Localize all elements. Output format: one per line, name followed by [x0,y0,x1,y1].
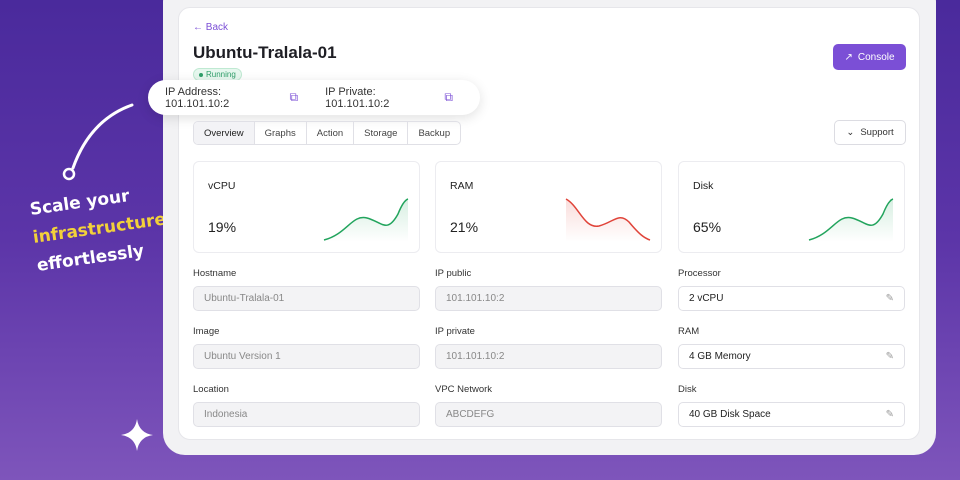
decorative-arrow-curve [62,103,134,181]
tab-overview[interactable]: Overview [194,122,255,144]
hostname-value: Ubuntu-Tralala-01 [204,293,285,304]
sparkline-area [566,199,650,242]
ip-private-label: IP private [435,326,475,337]
metric-label: vCPU [208,180,236,192]
edit-icon[interactable]: ✎ [885,409,894,420]
metric-card-ram: RAM 21% [435,161,662,253]
copy-icon[interactable]: ⧉ [289,90,299,104]
vpc-network-label: VPC Network [435,384,493,395]
image-label: Image [193,326,220,337]
sparkle-icon [121,419,153,451]
back-label: Back [205,22,229,33]
tab-bar: Overview Graphs Action Storage Backup [193,121,462,145]
status-dot-icon [199,72,203,77]
disk-field[interactable]: 40 GB Disk Space ✎ [678,402,905,427]
hostname-label: Hostname [193,268,237,279]
copy-icon[interactable]: ⧉ [444,90,453,104]
sparkline-line [808,198,894,241]
tab-graphs[interactable]: Graphs [255,122,307,144]
image-value: Ubuntu Version 1 [204,351,281,362]
ip-public-label: IP public [435,268,472,279]
ip-public-value: 101.101.10:2 [446,293,505,304]
tab-backup[interactable]: Backup [418,127,451,139]
ram-label: RAM [678,326,700,337]
sparkline-area [324,199,408,242]
support-button[interactable]: ⌄ Support [834,120,906,145]
sparkline-line [323,198,409,241]
ram-value: 4 GB Memory [689,351,751,362]
metric-value: 21% [450,219,479,235]
console-label: Console [857,51,895,63]
image-field[interactable]: Ubuntu Version 1 [193,344,420,369]
tagline-line3: effortlessly [35,241,146,276]
tagline-line1: Scale your [28,186,131,220]
ip-address: IP Address: 101.101.10:2 [165,85,230,110]
metric-value: 19% [208,219,237,235]
metric-card-vcpu: vCPU 19% [193,161,420,253]
tab-storage[interactable]: Storage [354,122,409,144]
hostname-field[interactable]: Ubuntu-Tralala-01 [193,286,420,311]
ip-private-value: 101.101.10:2 [446,351,505,362]
disk-value: 40 GB Disk Space [689,409,771,420]
disk-label: Disk [678,384,697,395]
metric-card-disk: Disk 65% [678,161,905,253]
ip-private: IP Private: 101.101.10:2 [325,85,390,110]
vpc-network-field[interactable]: ABCDEFG [435,402,662,427]
metric-sparkline [323,198,409,242]
external-link-icon: ↗ [844,51,853,63]
vpc-network-value: ABCDEFG [446,409,495,420]
edit-icon[interactable]: ✎ [885,351,894,362]
ram-field[interactable]: 4 GB Memory ✎ [678,344,905,369]
processor-label: Processor [678,268,721,279]
metric-sparkline [565,198,651,242]
status-label: Running [206,70,236,79]
sparkline-area [809,199,893,242]
support-label: Support [860,127,894,138]
tab-action[interactable]: Action [307,122,355,144]
back-link[interactable]: ← Back [193,22,229,33]
page-title: Ubuntu-Tralala-01 [193,43,337,62]
ip-private-field[interactable]: 101.101.10:2 [435,344,662,369]
console-button[interactable]: ↗ Console [833,44,906,70]
chevron-down-icon: ⌄ [846,127,855,138]
location-label: Location [193,384,229,395]
edit-icon[interactable]: ✎ [885,293,894,304]
processor-value: 2 vCPU [689,293,724,304]
metric-label: Disk [693,180,714,192]
sparkline-line [565,198,651,241]
metric-label: RAM [450,180,474,192]
processor-field[interactable]: 2 vCPU ✎ [678,286,905,311]
metric-sparkline [808,198,894,242]
metric-value: 65% [693,219,722,235]
ip-public-field[interactable]: 101.101.10:2 [435,286,662,311]
ip-info-pill: IP Address: 101.101.10:2 ⧉ IP Private: 10… [148,80,480,115]
location-field[interactable]: Indonesia [193,402,420,427]
location-value: Indonesia [204,409,248,420]
